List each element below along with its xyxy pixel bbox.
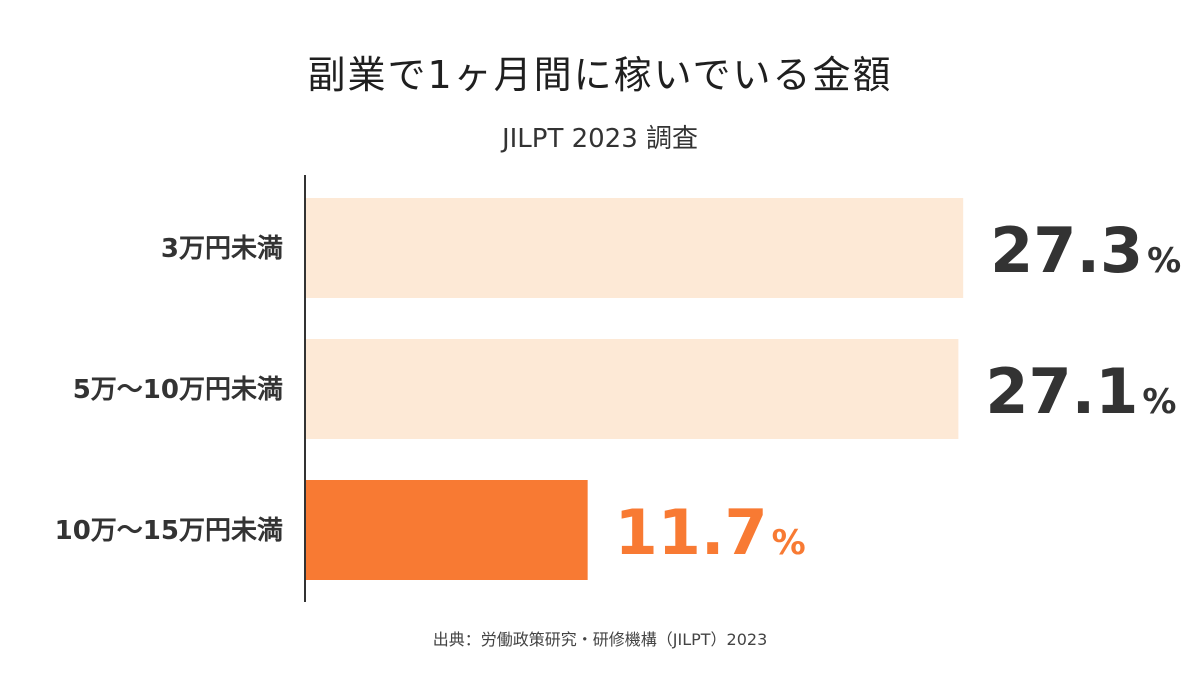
data-label: 27.1%	[985, 355, 1176, 428]
category-label: 5万〜10万円未満	[73, 375, 283, 405]
data-label: 11.7%	[615, 496, 806, 569]
bar	[306, 339, 959, 439]
category-label: 10万〜15万円未満	[55, 516, 283, 546]
chart-subtitle: JILPT 2023 調査	[501, 124, 699, 154]
bar	[306, 198, 964, 298]
source-note: 出典：労働政策研究・研修機構（JILPT）2023	[432, 630, 768, 649]
bar	[306, 480, 588, 580]
category-label: 3万円未満	[161, 234, 283, 264]
data-label: 27.3%	[990, 214, 1181, 287]
chart-title: 副業で1ヶ月間に稼いでいる金額	[307, 53, 893, 97]
